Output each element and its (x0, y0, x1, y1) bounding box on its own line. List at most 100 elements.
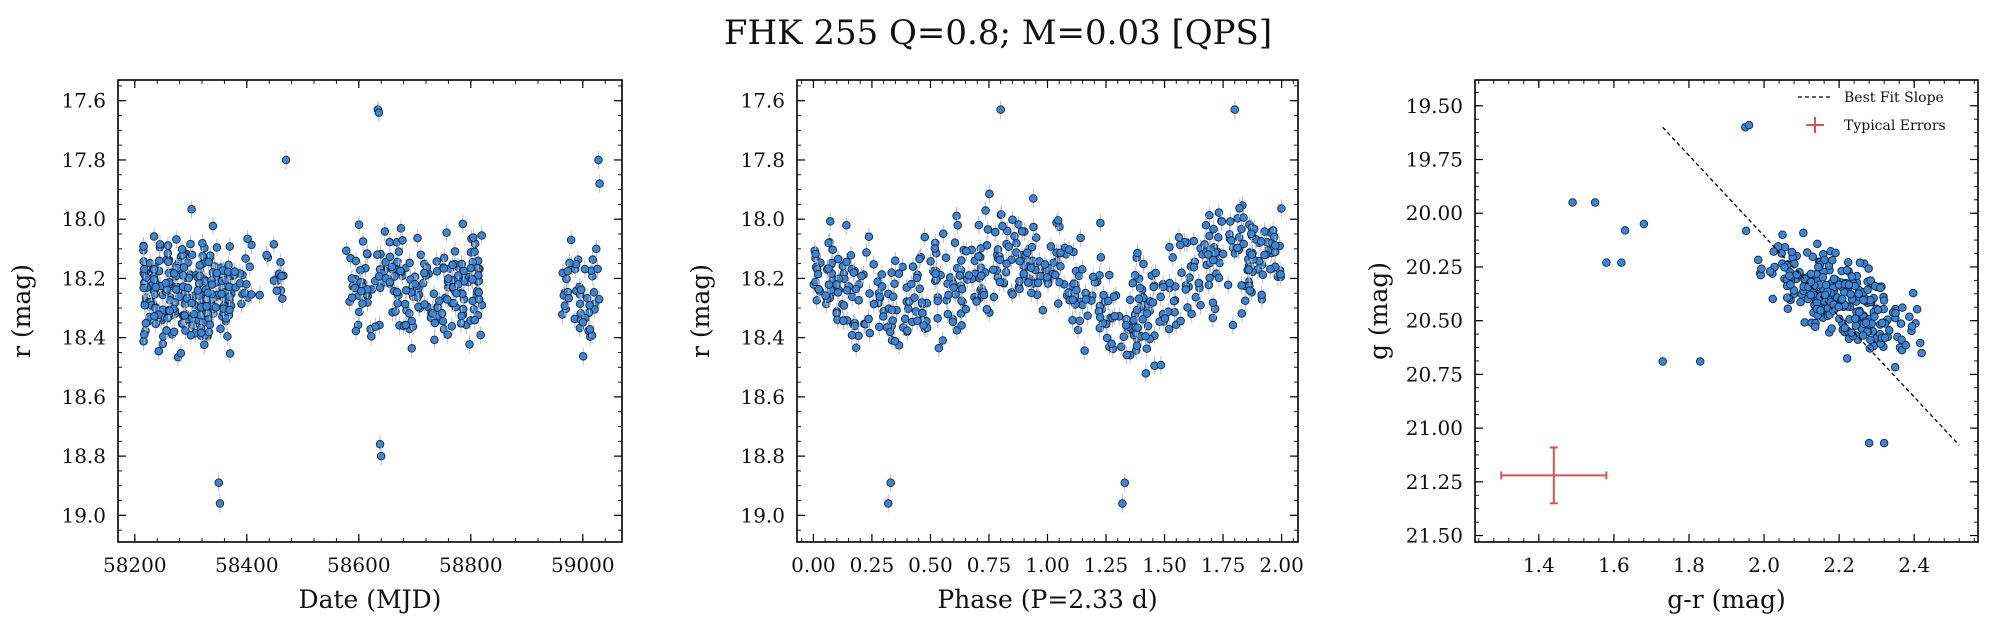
data-point (585, 301, 594, 310)
data-point (1181, 285, 1191, 294)
data-point (278, 294, 287, 303)
data-point (565, 258, 574, 268)
data-point (355, 307, 364, 317)
data-point (578, 352, 588, 361)
data-point (1054, 299, 1063, 308)
data-point (885, 327, 895, 337)
data-point (1187, 309, 1196, 319)
data-point (1879, 296, 1889, 305)
data-point (1185, 273, 1194, 282)
data-point (1844, 280, 1854, 289)
x-tick-label: 2.4 (1898, 553, 1930, 577)
data-point (139, 283, 149, 293)
data-point (1175, 240, 1185, 250)
data-point (944, 290, 953, 300)
data-point (950, 238, 960, 248)
data-point (405, 258, 414, 268)
data-point (1233, 243, 1242, 253)
data-point (413, 233, 422, 243)
y-tick-label: 18.6 (740, 385, 785, 409)
data-point (447, 322, 457, 331)
data-point (903, 326, 912, 335)
data-point (563, 266, 573, 276)
data-point (1088, 272, 1098, 282)
data-point (262, 250, 271, 260)
data-point (1096, 253, 1106, 262)
data-point (1208, 298, 1218, 307)
data-point (240, 288, 249, 298)
data-point (217, 289, 226, 299)
x-tick-label: 1.00 (1025, 553, 1070, 577)
data-point (347, 293, 357, 302)
data-point (1107, 339, 1116, 348)
data-point (961, 304, 971, 314)
data-point (1200, 240, 1209, 249)
x-tick-label: 0.00 (791, 553, 836, 577)
data-point (466, 263, 476, 273)
data-point (1132, 341, 1142, 351)
data-point (1816, 306, 1825, 315)
data-point (949, 283, 958, 292)
data-point (208, 221, 218, 231)
x-tick-label: 0.75 (967, 553, 1012, 577)
x-tick-label: 1.8 (1673, 553, 1705, 577)
data-point (995, 277, 1005, 287)
y-tick-label: 19.0 (740, 503, 785, 527)
data-point (875, 292, 884, 301)
data-point (225, 349, 235, 358)
data-point (476, 330, 485, 340)
data-point (189, 309, 199, 319)
y-tick-label: 18.2 (61, 266, 106, 290)
data-point (398, 236, 407, 245)
data-point (851, 343, 861, 353)
legend-error-label: Typical Errors (1844, 118, 1946, 134)
data-point (1840, 323, 1850, 333)
data-point (1228, 320, 1238, 330)
data-point (197, 328, 206, 338)
data-point (194, 279, 204, 288)
data-point (1898, 303, 1907, 312)
data-point (407, 316, 416, 326)
y-tick-label: 19.75 (1406, 148, 1463, 172)
data-point (376, 451, 386, 461)
data-point (939, 229, 948, 238)
data-point (869, 260, 878, 269)
data-point (1156, 360, 1166, 370)
data-point (592, 244, 601, 254)
data-point (255, 290, 264, 300)
data-point (470, 315, 480, 325)
data-point (934, 343, 944, 353)
data-point (1741, 226, 1751, 236)
phase-folded-frame (796, 79, 1299, 543)
data-point (1034, 278, 1043, 288)
data-point (1865, 344, 1875, 353)
data-point (1142, 344, 1152, 353)
data-point (824, 264, 833, 273)
data-point (356, 265, 365, 275)
color-magnitude-panel: 1.4 1.6 1.8 2.0 2.2 2.4 19.50 19.75 20.00 20.25 20… (1364, 79, 1979, 614)
data-point (470, 247, 479, 257)
data-point (1814, 262, 1823, 272)
data-point (429, 289, 439, 299)
data-point (566, 235, 576, 245)
data-point (474, 288, 484, 297)
data-point (1165, 242, 1174, 252)
data-point (821, 291, 830, 300)
data-point (917, 298, 927, 307)
x-tick-label: 58800 (439, 553, 503, 577)
y-tick-label: 21.25 (1406, 470, 1463, 494)
y-tick-label: 18.4 (740, 326, 785, 350)
data-point (1842, 354, 1852, 363)
data-point (1073, 325, 1083, 335)
data-point (477, 231, 486, 240)
data-point (918, 308, 927, 318)
data-point (989, 265, 998, 274)
data-point (1239, 239, 1248, 249)
data-point (416, 250, 426, 260)
data-point (998, 221, 1007, 231)
data-point (562, 274, 571, 284)
data-point (869, 299, 879, 309)
data-point (1768, 294, 1778, 304)
data-point (1189, 236, 1199, 246)
